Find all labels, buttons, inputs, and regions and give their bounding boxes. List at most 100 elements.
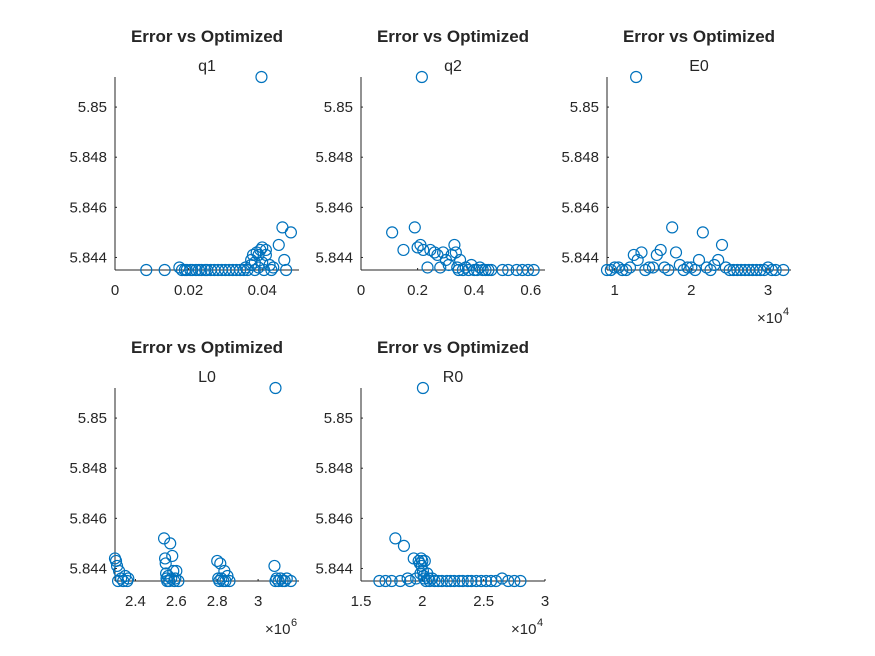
- data-point: [448, 238, 461, 252]
- data-point: [415, 70, 428, 84]
- data-point: [389, 532, 402, 545]
- data-point: [521, 263, 535, 277]
- data-point: [423, 574, 436, 588]
- y-tick-label: 5.844: [69, 560, 107, 577]
- y-tick-label: 5.846: [315, 199, 353, 216]
- data-point: [479, 263, 492, 277]
- y-tick-label: 5.844: [315, 560, 353, 577]
- data-point: [267, 261, 280, 274]
- subplot-title: Error vs Optimized: [131, 338, 283, 357]
- x-tick-label: 0: [357, 282, 365, 299]
- data-point: [164, 537, 177, 550]
- x-tick-label: 2.4: [125, 593, 146, 610]
- data-point: [750, 263, 763, 277]
- x-tick-label: 0.4: [464, 282, 485, 299]
- data-point: [639, 263, 652, 277]
- y-tick-label: 5.848: [315, 149, 353, 166]
- x-tick-label: 2: [687, 282, 695, 299]
- data-point: [418, 554, 431, 568]
- subplot-subtitle: E0: [689, 58, 709, 75]
- data-point: [761, 261, 775, 274]
- data-point: [417, 243, 430, 257]
- data-point: [397, 243, 410, 257]
- data-point: [265, 263, 278, 277]
- subplot-title: Error vs Optimized: [377, 27, 529, 46]
- data-point: [444, 574, 457, 588]
- x-axis-multiplier: ×10: [511, 621, 536, 638]
- data-point: [255, 70, 268, 84]
- data-point: [158, 263, 171, 277]
- data-point: [269, 381, 282, 395]
- x-tick-label: 0: [111, 282, 119, 299]
- y-tick-label: 5.85: [570, 99, 599, 116]
- data-point: [623, 261, 637, 274]
- data-point: [631, 253, 644, 267]
- data-point: [167, 564, 180, 578]
- subplot-title: Error vs Optimized: [131, 27, 283, 46]
- x-axis-multiplier-exponent: 4: [783, 306, 789, 318]
- data-point: [280, 263, 293, 277]
- data-point: [692, 253, 706, 267]
- data-point: [284, 574, 297, 588]
- subplot-q1: Error vs Optimized q1 5.844 5.846 5.848 5.85 0…: [69, 27, 299, 299]
- y-tick-label: 5.844: [561, 249, 599, 266]
- subplot-E0: Error vs Optimized E0 5.844 5.846 5.848 5.85 1…: [561, 27, 791, 327]
- data-point: [482, 263, 495, 277]
- data-point: [172, 574, 185, 588]
- data-point: [608, 261, 621, 274]
- y-tick-label: 5.844: [69, 249, 107, 266]
- data-point: [278, 574, 291, 588]
- data-point: [140, 263, 153, 277]
- data-point: [186, 263, 199, 277]
- data-point: [456, 574, 469, 588]
- data-point: [465, 574, 478, 588]
- data-point: [502, 574, 515, 588]
- data-point: [502, 263, 515, 277]
- data-point: [495, 572, 509, 585]
- y-tick-label: 5.846: [561, 199, 599, 216]
- data-point: [658, 261, 671, 274]
- x-tick-label: 2.8: [207, 593, 228, 610]
- data-point: [394, 574, 407, 588]
- data-point: [122, 572, 135, 585]
- y-tick-label: 5.848: [69, 149, 107, 166]
- x-tick-label: 1.5: [351, 593, 372, 610]
- x-tick-label: 1: [610, 282, 618, 299]
- data-point: [401, 572, 414, 585]
- subplot-subtitle: R0: [443, 369, 464, 386]
- data-point: [421, 261, 434, 274]
- data-point: [712, 253, 725, 267]
- data-point: [166, 549, 179, 563]
- data-point: [386, 226, 399, 239]
- data-point: [416, 381, 430, 395]
- data-point: [259, 243, 272, 257]
- x-tick-label: 3: [764, 282, 772, 299]
- data-point: [272, 574, 285, 588]
- x-tick-label: 0.02: [174, 282, 203, 299]
- data-point: [403, 574, 417, 588]
- x-axis-multiplier: ×10: [757, 310, 782, 327]
- data-point: [440, 574, 453, 588]
- data-point: [452, 263, 465, 277]
- data-point: [662, 263, 675, 277]
- data-point: [432, 574, 445, 588]
- data-point: [480, 574, 493, 588]
- data-point: [630, 70, 643, 84]
- data-point: [449, 246, 462, 259]
- data-point: [643, 261, 656, 274]
- x-axis-multiplier-exponent: 4: [537, 617, 543, 629]
- y-tick-label: 5.848: [315, 460, 353, 477]
- data-point: [681, 261, 694, 274]
- data-point: [276, 221, 289, 234]
- data-point: [284, 226, 298, 239]
- data-point: [508, 574, 521, 588]
- y-tick-label: 5.846: [315, 510, 353, 527]
- data-point: [777, 263, 790, 277]
- x-tick-label: 0.04: [248, 282, 277, 299]
- y-tick-label: 5.846: [69, 199, 107, 216]
- data-point: [719, 261, 732, 274]
- x-tick-label: 2.5: [473, 593, 494, 610]
- data-point: [435, 574, 449, 588]
- data-point: [654, 243, 667, 257]
